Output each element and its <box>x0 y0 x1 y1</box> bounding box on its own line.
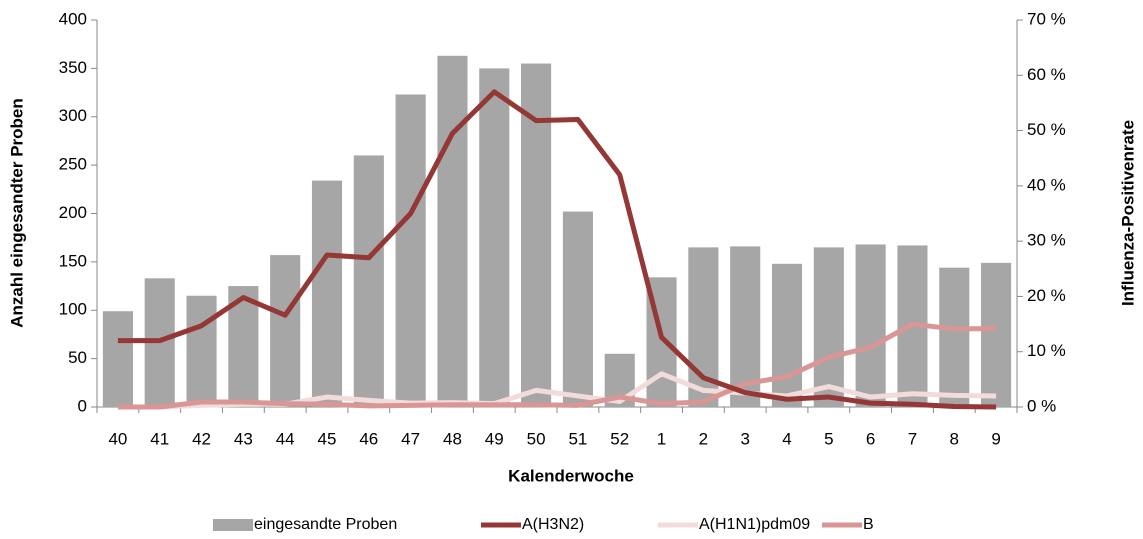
bar <box>102 311 133 407</box>
x-tick-label: 1 <box>657 429 666 448</box>
y-tick-label: 400 <box>59 9 87 28</box>
y2-tick-label: 40 % <box>1027 175 1066 194</box>
bar <box>437 55 468 408</box>
legend-label: B <box>863 516 874 533</box>
bar <box>855 244 886 407</box>
y2-tick-label: 0 % <box>1027 396 1056 415</box>
x-axis-title: Kalenderwoche <box>508 466 634 485</box>
x-tick-label: 43 <box>234 429 253 448</box>
y-tick-label: 250 <box>59 155 87 174</box>
y-tick-label: 350 <box>59 58 87 77</box>
bar <box>813 247 844 407</box>
bar <box>939 267 970 407</box>
x-tick-label: 5 <box>824 429 833 448</box>
x-tick-label: 2 <box>699 429 708 448</box>
x-tick-label: 45 <box>318 429 337 448</box>
y2-tick-label: 10 % <box>1027 341 1066 360</box>
x-tick-label: 52 <box>610 429 629 448</box>
x-tick-label: 42 <box>192 429 211 448</box>
x-tick-label: 9 <box>991 429 1000 448</box>
bar <box>311 180 343 407</box>
x-tick-label: 47 <box>401 429 420 448</box>
bar <box>395 94 426 407</box>
line <box>117 321 997 410</box>
x-tick-label: 46 <box>359 429 378 448</box>
bar <box>771 263 803 407</box>
y2-tick-label: 70 % <box>1027 9 1066 28</box>
bar <box>186 295 217 407</box>
x-tick-label: 8 <box>950 429 959 448</box>
y2-axis-title: Influenza-Positivenrate <box>1118 120 1137 306</box>
bar <box>270 255 301 407</box>
x-tick-label: 50 <box>527 429 546 448</box>
y-tick-label: 300 <box>59 106 87 125</box>
x-tick-label: 40 <box>108 429 127 448</box>
x-tick-label: 4 <box>782 429 791 448</box>
x-tick-label: 3 <box>740 429 749 448</box>
legend-label: A(H1N1)pdm09 <box>699 516 810 533</box>
y2-tick-label: 50 % <box>1027 120 1066 139</box>
x-tick-label: 51 <box>568 429 587 448</box>
bar <box>353 155 384 407</box>
x-tick-label: 6 <box>866 429 875 448</box>
line <box>117 89 997 410</box>
x-tick-label: 7 <box>908 429 917 448</box>
y-tick-label: 100 <box>59 300 87 319</box>
x-tick-label: 48 <box>443 429 462 448</box>
y2-tick-label: 20 % <box>1027 286 1066 305</box>
y-axis-title: Anzahl eingesandter Proben <box>7 98 26 328</box>
x-tick-label: 44 <box>276 429 295 448</box>
legend-label: A(H3N2) <box>522 516 584 533</box>
legend-label: eingesandte Proben <box>254 516 397 533</box>
y2-tick-label: 30 % <box>1027 231 1066 250</box>
x-tick-label: 49 <box>485 429 504 448</box>
y2-tick-label: 60 % <box>1027 65 1066 84</box>
legend-swatch <box>213 519 253 531</box>
bar <box>479 68 510 407</box>
bar <box>981 262 1012 407</box>
y-tick-label: 200 <box>59 203 87 222</box>
y-tick-label: 0 <box>78 396 87 415</box>
bar <box>562 211 593 407</box>
y-tick-label: 50 <box>68 348 87 367</box>
x-tick-label: 41 <box>150 429 169 448</box>
y-tick-label: 150 <box>59 251 87 270</box>
